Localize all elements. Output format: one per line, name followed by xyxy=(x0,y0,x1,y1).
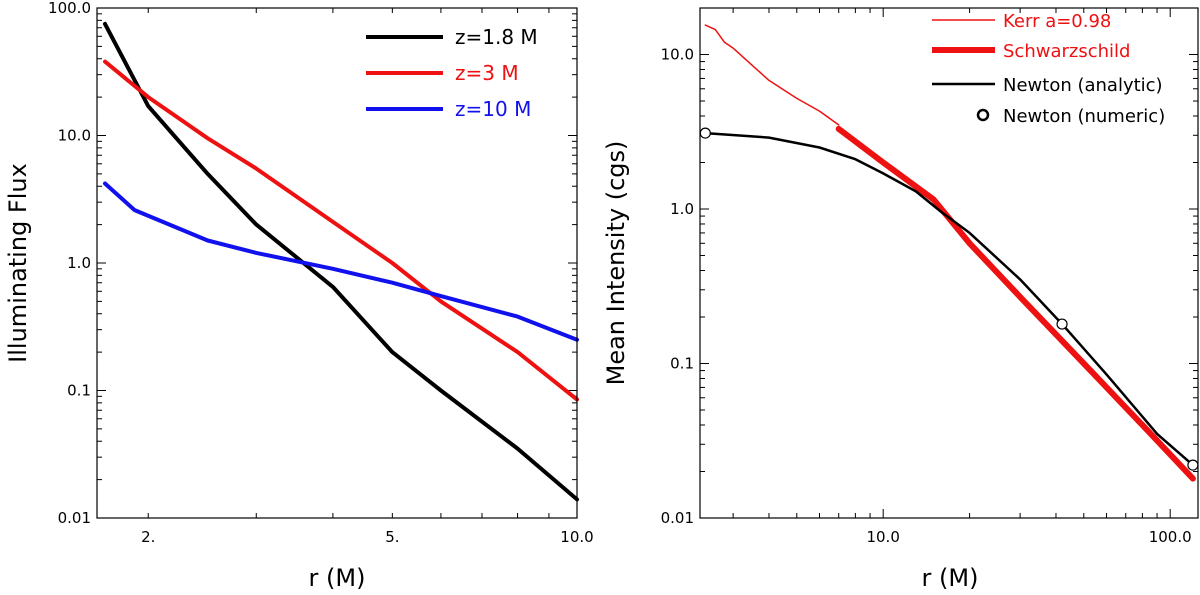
legend-label-newton-analytic: Newton (analytic) xyxy=(1003,75,1163,96)
x-tick-label: 100.0 xyxy=(1149,528,1192,546)
plot-frame xyxy=(96,7,578,519)
legend-marker-newton-numeric xyxy=(976,108,990,122)
y-tick-label: 1.0 xyxy=(67,254,91,272)
intensity-chart: 0.01 0.1 1.0 10.0 10.0 100.0 r (M) Mean Inten… xyxy=(602,7,1199,592)
legend-label-z1.8: z=1.8 M xyxy=(455,25,538,49)
y-tick-label: 0.01 xyxy=(58,509,91,527)
flux-chart: 0.01 0.1 1.0 10.0 100.0 2. 5. 10.0 r (M) Illumi… xyxy=(4,0,594,592)
legend-label-z10: z=10 M xyxy=(455,97,531,121)
y-tick-label: 10.0 xyxy=(661,46,694,64)
y-tick-label: 0.01 xyxy=(661,509,694,527)
y-tick-label: 100.0 xyxy=(48,0,91,17)
y-axis-label: Mean Intensity (cgs) xyxy=(602,141,630,386)
data-point-newton-numeric- xyxy=(699,127,711,139)
y-tick-label: 10.0 xyxy=(58,127,91,145)
y-tick-label: 0.1 xyxy=(67,382,91,400)
legend-label-kerr: Kerr a=0.98 xyxy=(1003,11,1111,32)
y-tick-label: 0.1 xyxy=(670,355,694,373)
data-point-newton-numeric- xyxy=(1187,459,1199,471)
y-axis-label: Illuminating Flux xyxy=(4,163,32,363)
data-point-newton-numeric- xyxy=(1056,318,1068,330)
series-line-z-10-m xyxy=(103,181,579,342)
plot-frame xyxy=(699,7,1199,519)
y-tick-label: 1.0 xyxy=(670,200,694,218)
legend: z=1.8 M z=3 M z=10 M xyxy=(366,25,538,121)
series-line-schwarzschild xyxy=(835,125,1196,482)
x-axis-label: r (M) xyxy=(309,564,366,592)
x-tick-label: 5. xyxy=(385,528,399,546)
legend-label-z3: z=3 M xyxy=(455,61,519,85)
x-tick-label: 10.0 xyxy=(866,528,899,546)
x-tick-label: 2. xyxy=(141,528,155,546)
legend: Kerr a=0.98 Schwarzschild Newton (analyt… xyxy=(932,11,1165,127)
legend-label-newton-numeric: Newton (numeric) xyxy=(1003,106,1165,127)
series-line-z-1-8-m xyxy=(103,21,579,502)
series-line-kerr-a-0-98 xyxy=(704,24,840,126)
legend-label-schwarzschild: Schwarzschild xyxy=(1003,41,1130,62)
series-line-newton-analytic- xyxy=(704,131,1195,467)
series-line-z-3-m xyxy=(103,59,579,402)
x-axis-label: r (M) xyxy=(922,564,979,592)
x-tick-label: 10.0 xyxy=(560,528,593,546)
